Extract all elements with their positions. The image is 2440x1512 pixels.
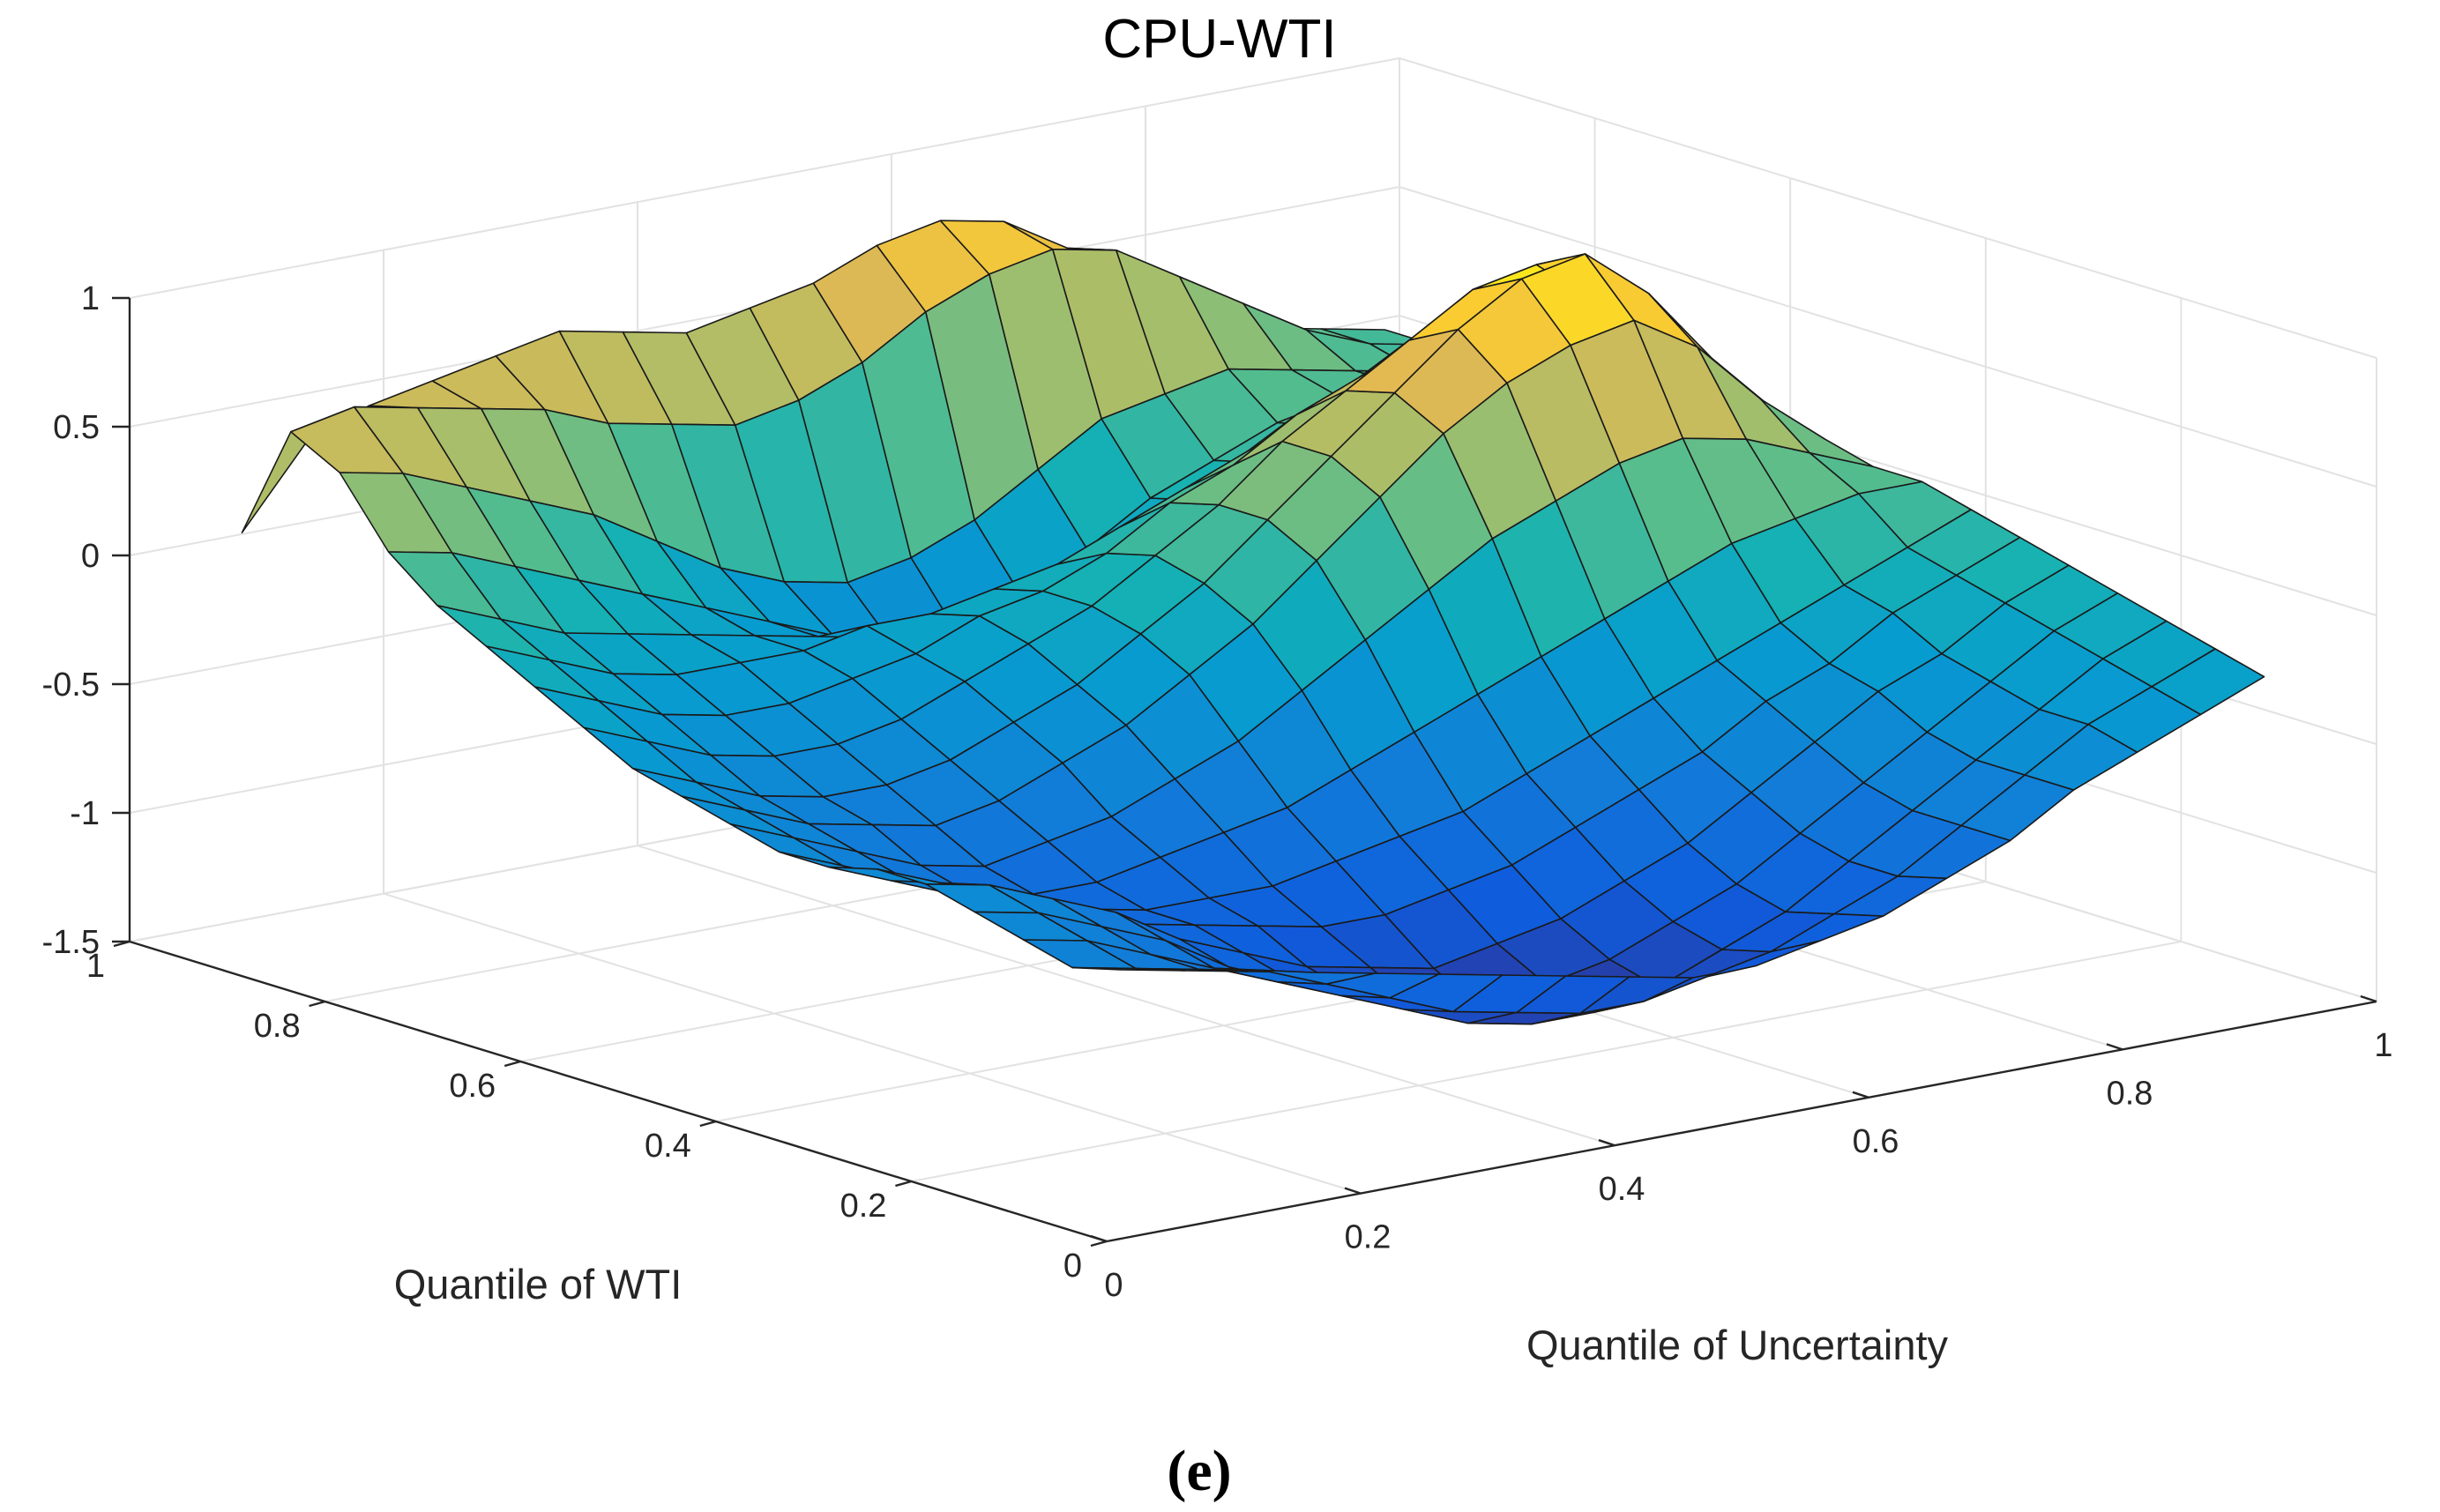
x-tick xyxy=(2106,1043,2123,1051)
z-tick-label: 1 xyxy=(81,280,100,317)
y-tick xyxy=(1090,1240,1108,1248)
y-tick xyxy=(895,1180,912,1188)
grid-line xyxy=(911,941,2182,1182)
figure-caption: (e) xyxy=(1167,1439,1231,1503)
x-tick-label: 0 xyxy=(1104,1267,1123,1304)
x-tick xyxy=(2360,994,2377,1003)
y-tick-label: 0.2 xyxy=(840,1188,887,1225)
surface-facet xyxy=(2151,648,2265,716)
x-tick xyxy=(1090,1234,1108,1243)
x-axis-line xyxy=(1106,1000,2377,1243)
x-axis-label: Quantile of Uncertainty xyxy=(1526,1322,1949,1368)
z-tick-label: 0.5 xyxy=(53,409,100,446)
tick-labels: 00.20.40.60.8100.20.40.60.81-1.5-1-0.500… xyxy=(42,280,2393,1304)
x-tick-label: 1 xyxy=(2374,1027,2392,1064)
y-axis-line xyxy=(129,940,1108,1243)
grid-line xyxy=(1399,186,2377,488)
chart-title: CPU-WTI xyxy=(1102,9,1336,70)
grid-line xyxy=(1399,57,2377,359)
surface-plot xyxy=(241,220,2265,1025)
x-tick-label: 0.8 xyxy=(2107,1075,2153,1112)
z-tick-label: -1.5 xyxy=(42,924,100,961)
z-tick-label: 0 xyxy=(81,538,100,575)
z-tick-label: -1 xyxy=(70,795,100,832)
x-tick xyxy=(1598,1139,1615,1147)
y-tick-label: 0.6 xyxy=(449,1068,496,1105)
grid-line xyxy=(383,892,1362,1195)
y-tick-label: 0.4 xyxy=(645,1128,691,1165)
grid-line xyxy=(637,845,1615,1147)
y-tick-label: 1 xyxy=(86,948,105,985)
x-tick xyxy=(1344,1187,1362,1195)
y-tick xyxy=(504,1060,521,1068)
y-tick-label: 0.8 xyxy=(254,1008,301,1045)
z-tick-label: -0.5 xyxy=(42,667,100,704)
y-tick xyxy=(699,1120,717,1128)
y-tick-label: 0 xyxy=(1063,1248,1082,1285)
y-tick xyxy=(309,1000,325,1008)
y-axis-label: Quantile of WTI xyxy=(394,1261,683,1307)
grid-line xyxy=(129,57,1400,299)
x-tick-label: 0.4 xyxy=(1599,1171,1645,1208)
x-tick-label: 0.6 xyxy=(1853,1123,1899,1160)
x-tick xyxy=(1852,1091,1869,1099)
x-tick-label: 0.2 xyxy=(1345,1219,1392,1256)
axes-lines xyxy=(112,296,2377,1248)
